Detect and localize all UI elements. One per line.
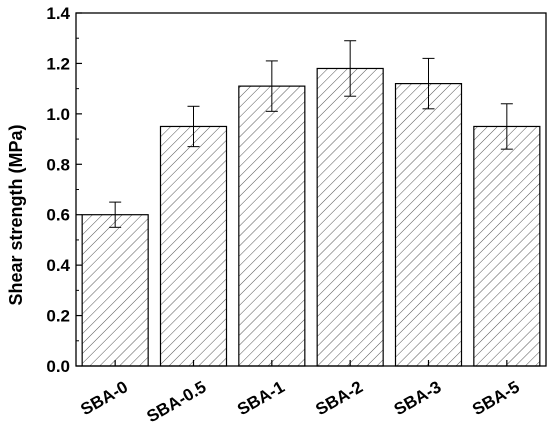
y-tick-label: 1.0	[46, 105, 70, 124]
x-tick-label-SBA-0.5: SBA-0.5	[143, 377, 209, 426]
x-tick-label-SBA-3: SBA-3	[391, 377, 445, 419]
y-axis-title: Shear strength (MPa)	[6, 124, 26, 305]
x-tick-labels: SBA-0 SBA-0.5 SBA-1 SBA-2 SBA-3 SBA-5	[77, 377, 522, 426]
x-tick-label-SBA-1: SBA-1	[234, 377, 288, 419]
x-tick-label-SBA-0: SBA-0	[77, 377, 131, 419]
bar-SBA-3	[394, 82, 463, 367]
bar-SBA-0	[81, 214, 149, 367]
x-tick-label-SBA-2: SBA-2	[312, 377, 366, 419]
y-tick-label: 1.4	[46, 4, 70, 23]
error-bars-group	[109, 40, 513, 228]
y-tick-label: 0.0	[46, 357, 70, 376]
y-tick-label: 0.4	[46, 256, 70, 275]
y-tick-label: 1.2	[46, 54, 70, 73]
axes-group	[75, 12, 547, 367]
y-tick-label: 0.6	[46, 206, 70, 225]
x-tick-label-SBA-5: SBA-5	[469, 377, 523, 419]
bar-SBA-1	[238, 85, 306, 367]
bar-SBA-5	[473, 125, 541, 367]
bar-SBA-0.5	[159, 125, 228, 367]
y-tick-label: 0.8	[46, 155, 70, 174]
y-tick-label: 0.2	[46, 307, 70, 326]
y-tick-labels: 0.0 0.2 0.4 0.6 0.8 1.0 1.2 1.4	[46, 4, 70, 376]
bar-SBA-2	[316, 67, 384, 367]
bars-group	[81, 67, 541, 367]
